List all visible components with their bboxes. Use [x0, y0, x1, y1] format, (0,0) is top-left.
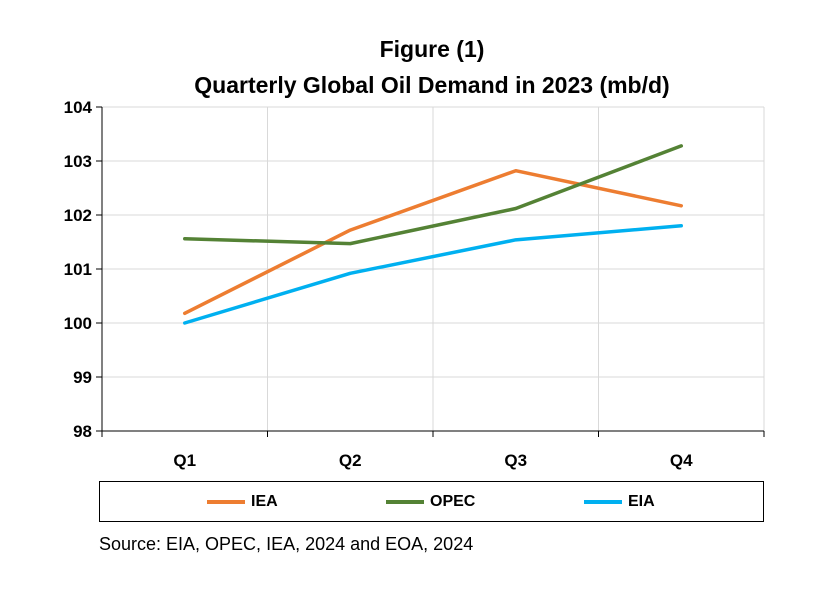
line-chart: 98 99 100 101 102 103 104 Q1 Q2 Q3 Q4 [64, 98, 765, 470]
x-tick-label: Q1 [173, 451, 196, 470]
legend-swatch-eia [584, 499, 622, 504]
series-line-iea [183, 168, 683, 316]
y-tick-label: 98 [73, 422, 92, 441]
legend-label-iea: IEA [251, 492, 278, 510]
y-tick-label: 100 [64, 314, 92, 333]
legend-item-iea: IEA [207, 482, 278, 521]
chart-subtitle: Quarterly Global Oil Demand in 2023 (mb/… [194, 72, 670, 98]
series-line-eia [183, 224, 683, 325]
legend-swatch-opec [386, 499, 424, 504]
chart-title: Figure (1) [379, 36, 485, 62]
source-note: Source: EIA, OPEC, IEA, 2024 and EOA, 20… [99, 534, 474, 554]
chart-legend: IEA OPEC EIA [99, 481, 764, 522]
x-tick-label: Q3 [504, 451, 527, 470]
legend-label-eia: EIA [628, 492, 655, 510]
y-tick-label: 103 [64, 152, 92, 171]
y-tick-label: 101 [64, 260, 92, 279]
legend-item-opec: OPEC [386, 482, 475, 521]
y-tick-label: 102 [64, 206, 92, 225]
x-tick-label: Q2 [339, 451, 362, 470]
legend-item-eia: EIA [584, 482, 655, 521]
y-tick-label: 104 [64, 98, 93, 117]
y-tick-label: 99 [73, 368, 92, 387]
series-line-opec [183, 144, 683, 246]
x-tick-label: Q4 [670, 451, 693, 470]
legend-swatch-iea [207, 499, 245, 504]
legend-label-opec: OPEC [430, 492, 476, 510]
